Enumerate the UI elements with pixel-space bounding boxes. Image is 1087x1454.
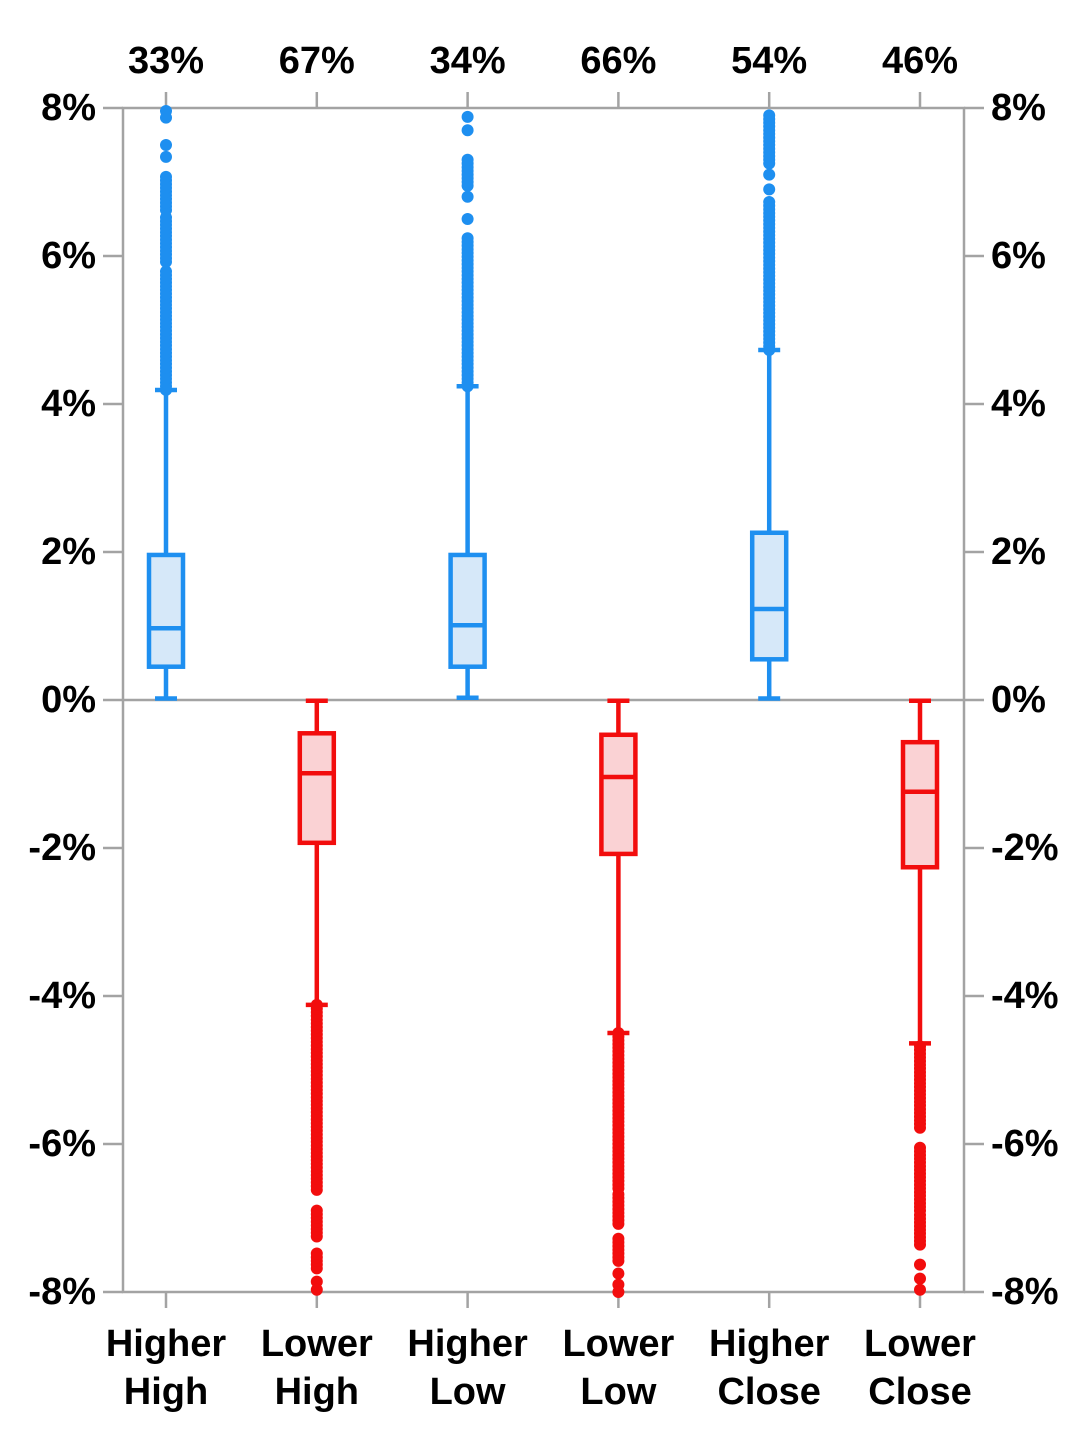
y-tick-label-right: -4% <box>991 975 1059 1017</box>
outlier-dot <box>914 1209 926 1222</box>
outliers-higher-low <box>461 110 474 393</box>
y-tick-label-left: -8% <box>28 1271 96 1313</box>
box-rect <box>297 731 337 846</box>
outlier-dot <box>763 183 776 196</box>
category-label-line2: High <box>124 1371 208 1413</box>
outlier-dot <box>461 213 474 225</box>
outliers-higher-high <box>160 104 172 396</box>
outlier-dot <box>612 1188 625 1201</box>
outlier-dot <box>461 153 474 166</box>
outlier-dot <box>612 1232 625 1245</box>
y-tick-label-left: 6% <box>41 235 96 277</box>
outlier-dot <box>763 109 776 122</box>
y-tick-label-left: 8% <box>41 87 96 129</box>
outlier-dot <box>310 1247 323 1260</box>
boxplot-higher-high <box>146 387 186 701</box>
outlier-dot <box>461 110 474 123</box>
y-tick-label-left: 2% <box>41 531 96 573</box>
outlier-dot <box>310 998 323 1011</box>
y-tick-label-right: 4% <box>991 383 1046 425</box>
outlier-dot <box>160 150 172 163</box>
category-label-line2: High <box>275 1371 359 1413</box>
outlier-dot <box>763 168 776 181</box>
outlier-dot <box>763 195 776 208</box>
boxplot-lower-close <box>900 698 940 1046</box>
outlier-dot <box>461 190 474 203</box>
outlier-dot <box>914 1272 926 1285</box>
top-percent-label: 34% <box>430 40 506 82</box>
y-tick-label-right: 0% <box>991 679 1046 721</box>
outlier-dot <box>160 265 172 278</box>
outlier-dot <box>914 1141 926 1154</box>
outlier-dot <box>612 1267 625 1280</box>
outlier-dot <box>160 139 172 151</box>
category-label-line1: Higher <box>407 1323 528 1365</box>
box-rect <box>448 552 487 669</box>
outlier-dot <box>461 124 474 137</box>
outliers-lower-low <box>612 1027 625 1298</box>
outlier-dot <box>160 170 172 183</box>
y-tick-label-left: -4% <box>28 975 96 1017</box>
category-label-line2: Close <box>868 1371 971 1413</box>
category-label-line1: Higher <box>709 1323 830 1365</box>
boxplot-higher-close <box>749 347 789 701</box>
outlier-dot <box>461 232 474 245</box>
top-percent-label: 54% <box>731 40 807 82</box>
boxplot-lower-low <box>599 698 638 1036</box>
outlier-dot <box>612 1286 625 1298</box>
y-tick-label-right: 8% <box>991 87 1046 129</box>
box-rect <box>146 552 186 669</box>
outlier-dot <box>914 1040 926 1053</box>
category-label-line2: Close <box>717 1371 820 1413</box>
y-tick-label-left: 4% <box>41 383 96 425</box>
category-label-line1: Lower <box>562 1323 674 1365</box>
outlier-dot <box>310 1283 323 1296</box>
box-rect <box>749 530 789 662</box>
top-percent-label: 33% <box>128 40 204 82</box>
category-label-line1: Lower <box>864 1323 976 1365</box>
y-tick-label-right: -8% <box>991 1271 1059 1313</box>
y-tick-label-right: -6% <box>991 1123 1059 1165</box>
outliers-lower-close <box>914 1040 926 1296</box>
y-tick-label-left: 0% <box>41 679 96 721</box>
boxplot-higher-low <box>448 383 487 701</box>
box-rect <box>900 739 940 870</box>
box-rect <box>599 732 638 857</box>
outlier-dot <box>914 1283 926 1296</box>
outlier-dot <box>914 1258 926 1271</box>
y-tick-label-right: -2% <box>991 827 1059 869</box>
boxplot-lower-high <box>297 698 337 1008</box>
y-tick-label-left: -2% <box>28 827 96 869</box>
outlier-dot <box>160 104 172 117</box>
y-tick-label-right: 6% <box>991 235 1046 277</box>
top-percent-label: 46% <box>882 40 958 82</box>
y-tick-label-left: -6% <box>28 1123 96 1165</box>
top-percent-label: 66% <box>580 40 656 82</box>
category-label-line2: Low <box>430 1371 506 1413</box>
category-label-line1: Lower <box>261 1323 373 1365</box>
outliers-higher-close <box>763 109 776 356</box>
y-tick-label-right: 2% <box>991 531 1046 573</box>
outlier-dot <box>612 1027 625 1039</box>
outlier-dot <box>310 1204 323 1217</box>
top-percent-label: 67% <box>279 40 355 82</box>
category-label-line1: Higher <box>106 1323 227 1365</box>
category-label-line2: Low <box>580 1371 656 1413</box>
outliers-lower-high <box>310 998 323 1296</box>
